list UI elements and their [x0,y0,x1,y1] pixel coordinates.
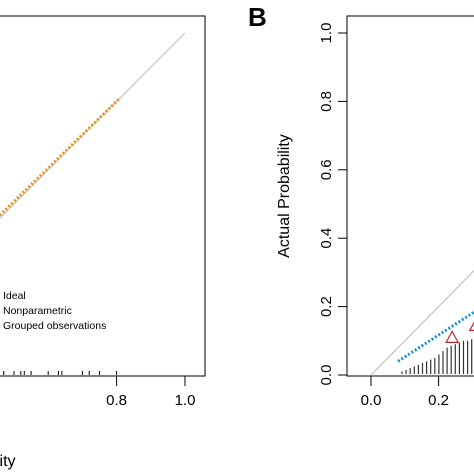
panel-a-x-axis: 0.8 1.0 [0,375,196,409]
y-tick-label: 0.8 [318,91,335,112]
y-tick-label: 0.4 [318,228,335,249]
grouped-observation-point [468,321,474,332]
panel-a-nonparametric-line [0,96,122,218]
y-tick-label: 0.0 [318,365,335,386]
legend-label-grouped-observations: Grouped observations [3,320,106,332]
x-tick-label: 1.0 [175,392,196,409]
legend-label-nonparametric: Nonparametric [3,305,72,317]
panel-a-x-axis-label: lity [0,453,16,470]
y-tick-label: 1.0 [318,23,335,44]
panel-b: B 0.0 0.2 0.4 0.6 0.8 1.0 0.0 0.2 Actual Proba… [248,2,474,409]
x-tick-label: 0.2 [428,392,449,409]
grouped-observation-point [445,330,460,343]
panel-b-plot-frame [346,15,474,377]
panel-b-grouped-observations [445,321,474,343]
y-tick-label: 0.2 [318,296,335,317]
x-tick-label: 0.0 [361,392,382,409]
panel-b-x-axis: 0.0 0.2 [361,375,474,409]
panel-b-letter: B [248,2,267,32]
panel-a: Ideal Nonparametric Grouped observations… [0,15,206,470]
y-tick-label: 0.6 [318,159,335,180]
panel-b-histogram [401,339,473,374]
panel-a-ideal-line [0,32,186,219]
panel-a-legend: Ideal Nonparametric Grouped observations [3,290,106,332]
panel-b-y-axis: 0.0 0.2 0.4 0.6 0.8 1.0 [318,23,348,386]
legend-label-ideal: Ideal [3,290,26,302]
x-tick-label: 0.8 [106,392,127,409]
panel-b-nonparametric-line [397,310,474,363]
panel-b-y-axis-label: Actual Probability [276,134,293,258]
panel-a-rug [3,371,118,375]
panel-b-ideal-line [370,269,474,376]
